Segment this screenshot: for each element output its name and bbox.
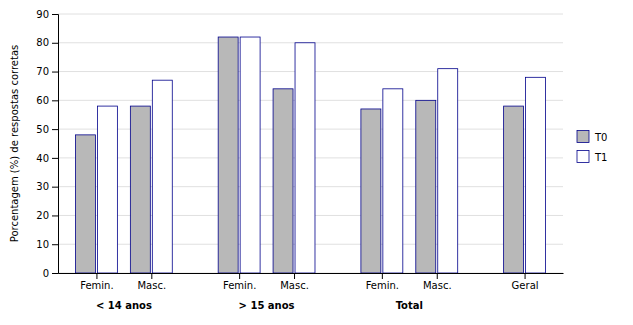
y-tick: 50 [36, 124, 58, 135]
x-tick-mark [294, 273, 295, 279]
x-axis-line [59, 273, 564, 274]
bar [361, 109, 381, 273]
bar [504, 106, 524, 273]
series [75, 37, 523, 273]
x-tick-label: Masc. [137, 280, 166, 291]
bar [383, 89, 403, 273]
group-label: Total [396, 300, 423, 311]
y-tick-label: 50 [36, 124, 49, 135]
y-tick-mark [52, 100, 58, 101]
y-tick-mark [52, 215, 58, 216]
x-tick: Masc. [137, 273, 166, 291]
y-tick: 30 [36, 181, 58, 192]
grid-line [58, 14, 563, 15]
y-tick-mark [52, 129, 58, 130]
group-label: < 14 anos [96, 300, 152, 311]
y-tick: 60 [36, 95, 58, 106]
bars [75, 37, 545, 273]
y-tick-label: 30 [36, 181, 49, 192]
grid [58, 14, 563, 273]
y-tick-label: 90 [36, 9, 49, 20]
bar [295, 43, 315, 273]
y-tick: 80 [36, 37, 58, 48]
y-tick-mark [52, 187, 58, 188]
x-axis: Femin. Masc. Femin. Masc. Femin. Masc. Geral [59, 273, 564, 291]
x-tick: Geral [512, 273, 539, 291]
y-tick-mark [52, 158, 58, 159]
x-tick-mark [382, 273, 383, 279]
bar [273, 89, 293, 273]
bar [130, 106, 150, 273]
x-tick-label: Femin. [80, 280, 113, 291]
x-tick-mark [437, 273, 438, 279]
bar [416, 100, 436, 273]
x-tick-label: Geral [512, 280, 539, 291]
y-tick-label: 60 [36, 95, 49, 106]
bar [240, 37, 260, 273]
x-tick: Femin. [366, 273, 399, 291]
x-tick: Masc. [423, 273, 452, 291]
y-tick: 20 [36, 210, 58, 221]
y-tick-label: 80 [36, 37, 49, 48]
legend-label: T0 [594, 132, 607, 143]
y-axis-title: Porcentagem (%) de respostas corretas [9, 45, 20, 243]
bar [152, 80, 172, 273]
x-tick-mark [239, 273, 240, 279]
x-tick-mark [96, 273, 97, 279]
series [97, 37, 545, 273]
y-tick-mark [52, 273, 58, 274]
y-tick: 0 [43, 268, 58, 279]
bar [526, 77, 546, 273]
bar [218, 37, 238, 273]
y-tick-mark [52, 72, 58, 73]
x-tick-mark [525, 273, 526, 279]
x-tick: Femin. [80, 273, 113, 291]
legend-swatch [577, 151, 589, 163]
chart: Femin. Masc. Femin. Masc. Femin. Masc. Geral 0 1… [0, 0, 633, 325]
legend-item: T1 [577, 151, 607, 163]
y-tick-label: 40 [36, 153, 49, 164]
legend-item: T0 [577, 131, 607, 143]
x-tick-label: Femin. [366, 280, 399, 291]
y-tick-label: 10 [36, 239, 49, 250]
y-axis-line [52, 15, 59, 274]
y-tick-mark [52, 244, 58, 245]
bar [75, 135, 95, 273]
y-tick-mark [52, 14, 58, 15]
x-tick: Femin. [223, 273, 256, 291]
y-tick-label: 70 [36, 66, 49, 77]
y-tick: 90 [36, 9, 58, 20]
y-tick: 10 [36, 239, 58, 250]
y-tick-label: 0 [43, 268, 49, 279]
legend-label: T1 [594, 152, 607, 163]
x-tick-label: Femin. [223, 280, 256, 291]
y-tick: 40 [36, 153, 58, 164]
x-tick: Masc. [280, 273, 309, 291]
x-tick-mark [151, 273, 152, 279]
x-tick-label: Masc. [280, 280, 309, 291]
x-tick-label: Masc. [423, 280, 452, 291]
group-label: > 15 anos [239, 300, 295, 311]
y-tick: 70 [36, 66, 58, 77]
y-tick-label: 20 [36, 210, 49, 221]
legend: T0 T1 [577, 131, 607, 163]
bar [97, 106, 117, 273]
y-tick-mark [52, 43, 58, 44]
plot: Femin. Masc. Femin. Masc. Femin. Masc. Geral 0 1… [9, 9, 607, 311]
legend-swatch [577, 131, 589, 143]
y-axis: 0 10 20 30 40 50 60 70 80 90 [36, 9, 58, 279]
bar [438, 69, 458, 273]
